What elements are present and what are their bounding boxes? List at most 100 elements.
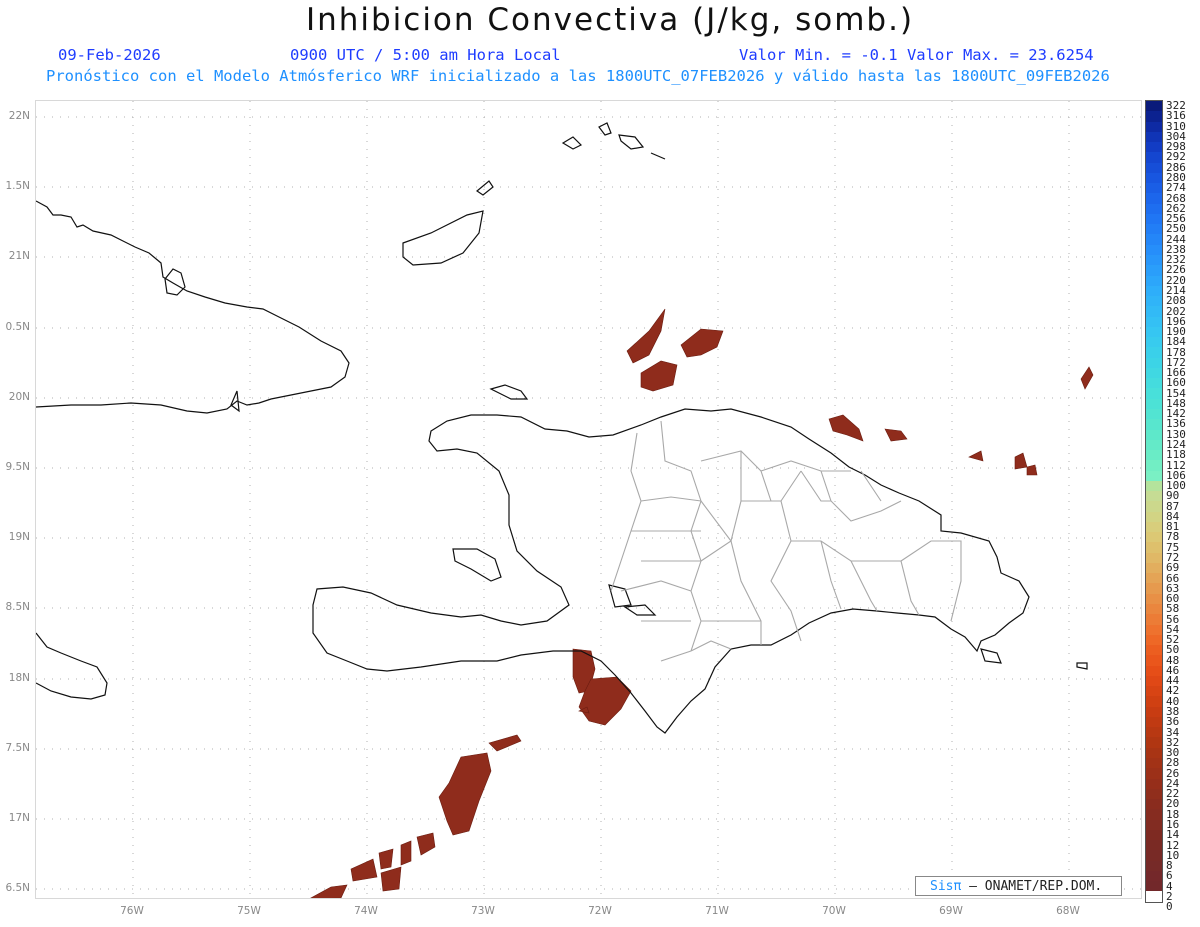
colorbar-label: 69 bbox=[1166, 561, 1180, 575]
colorbar-label: 54 bbox=[1166, 622, 1180, 636]
colorbar-label: 4 bbox=[1166, 879, 1173, 893]
colorbar-label: 52 bbox=[1166, 633, 1180, 647]
colorbar-label: 178 bbox=[1166, 345, 1186, 359]
colorbar-label: 268 bbox=[1166, 191, 1186, 205]
colorbar-label: 292 bbox=[1166, 150, 1186, 164]
lat-label: 18N bbox=[8, 672, 30, 684]
colorbar-label: 148 bbox=[1166, 396, 1186, 410]
colorbar-label: 46 bbox=[1166, 663, 1180, 677]
colorbar-swatch bbox=[1146, 234, 1162, 245]
colorbar-swatch bbox=[1146, 727, 1162, 738]
colorbar-swatch bbox=[1146, 819, 1162, 830]
colorbar-swatch bbox=[1146, 799, 1162, 810]
colorbar-swatch bbox=[1146, 542, 1162, 553]
colorbar-swatch bbox=[1146, 111, 1162, 122]
colorbar-label: 310 bbox=[1166, 119, 1186, 133]
colorbar-swatch bbox=[1146, 788, 1162, 800]
colorbar-label: 136 bbox=[1166, 417, 1186, 431]
colorbar-swatch bbox=[1146, 419, 1162, 430]
colorbar-label: 26 bbox=[1166, 766, 1180, 780]
colorbar-label: 208 bbox=[1166, 294, 1186, 308]
colorbar-swatch bbox=[1146, 870, 1162, 882]
colorbar-label: 75 bbox=[1166, 540, 1180, 554]
min-max-values: Valor Min. = -0.1 Valor Max. = 23.6254 bbox=[739, 46, 1094, 64]
colorbar-swatch bbox=[1146, 316, 1162, 327]
colorbar-label: 32 bbox=[1166, 735, 1180, 749]
colorbar-swatch bbox=[1146, 460, 1162, 471]
colorbar-swatch bbox=[1146, 244, 1162, 255]
colorbar-swatch bbox=[1146, 439, 1162, 451]
colorbar-label: 220 bbox=[1166, 273, 1186, 287]
lat-label: 20N bbox=[8, 391, 30, 403]
colorbar-swatch bbox=[1146, 604, 1162, 615]
colorbar-label: 44 bbox=[1166, 674, 1180, 688]
colorbar-swatch bbox=[1146, 829, 1162, 841]
colorbar-swatch bbox=[1146, 131, 1162, 143]
colorbar-label: 66 bbox=[1166, 571, 1180, 585]
colorbar-label: 20 bbox=[1166, 797, 1180, 811]
lat-label: 6.5N bbox=[5, 882, 30, 894]
colorbar-label: 322 bbox=[1166, 99, 1186, 113]
colorbar-swatch bbox=[1146, 686, 1162, 697]
colorbar-label: 112 bbox=[1166, 458, 1186, 472]
colorbar-label: 87 bbox=[1166, 499, 1180, 513]
colorbar-swatch bbox=[1146, 778, 1162, 789]
colorbar-swatch bbox=[1146, 172, 1162, 184]
colorbar-swatch bbox=[1146, 809, 1162, 820]
colorbar-swatch bbox=[1146, 716, 1162, 728]
lat-label: 0.5N bbox=[5, 321, 30, 333]
colorbar-label: 274 bbox=[1166, 181, 1186, 195]
lat-label: 8.5N bbox=[5, 601, 30, 613]
colorbar-swatch bbox=[1146, 326, 1162, 338]
colorbar-label: 30 bbox=[1166, 746, 1180, 760]
colorbar-label: 130 bbox=[1166, 427, 1186, 441]
colorbar-label: 238 bbox=[1166, 242, 1186, 256]
colorbar-swatch bbox=[1146, 593, 1162, 605]
colorbar-label: 22 bbox=[1166, 787, 1180, 801]
colorbar-label: 226 bbox=[1166, 263, 1186, 277]
lat-label: 22N bbox=[8, 110, 30, 122]
colorbar-label: 84 bbox=[1166, 509, 1180, 523]
colorbar-swatch bbox=[1146, 737, 1162, 748]
colorbar-swatch bbox=[1146, 634, 1162, 646]
colorbar-label: 6 bbox=[1166, 869, 1173, 883]
lat-label: 19N bbox=[8, 531, 30, 543]
colorbar-label: 38 bbox=[1166, 705, 1180, 719]
cin-shading bbox=[310, 308, 1094, 898]
sispi-logo: Sisπ bbox=[930, 879, 962, 894]
colorbar-swatch bbox=[1146, 357, 1162, 368]
colorbar-label: 160 bbox=[1166, 376, 1186, 390]
colorbar-label: 166 bbox=[1166, 366, 1186, 380]
colorbar-label: 262 bbox=[1166, 201, 1186, 215]
colorbar-swatch bbox=[1146, 367, 1162, 379]
lon-label: 72W bbox=[588, 905, 612, 917]
valid-time: 0900 UTC / 5:00 am Hora Local bbox=[290, 46, 561, 64]
colorbar-swatch bbox=[1146, 450, 1162, 461]
colorbar-label: 298 bbox=[1166, 140, 1186, 154]
colorbar-swatch bbox=[1146, 891, 1162, 902]
colorbar-swatch bbox=[1146, 388, 1162, 399]
colorbar-label: 60 bbox=[1166, 592, 1180, 606]
colorbar-swatch bbox=[1146, 655, 1162, 666]
lon-label: 76W bbox=[120, 905, 144, 917]
province-boundaries bbox=[610, 420, 962, 662]
colorbar-swatch bbox=[1146, 747, 1162, 758]
colorbar-swatch bbox=[1146, 521, 1162, 533]
colorbar-label: 72 bbox=[1166, 550, 1180, 564]
lat-lon-grid bbox=[36, 101, 1141, 898]
lon-label: 69W bbox=[939, 905, 963, 917]
colorbar-label: 48 bbox=[1166, 653, 1180, 667]
colorbar-label: 58 bbox=[1166, 602, 1180, 616]
colorbar-swatch bbox=[1146, 696, 1162, 707]
lat-label: 7.5N bbox=[5, 742, 30, 754]
colorbar-label: 8 bbox=[1166, 859, 1173, 873]
colorbar-swatch bbox=[1146, 408, 1162, 420]
colorbar-label: 63 bbox=[1166, 581, 1180, 595]
colorbar-swatch bbox=[1146, 645, 1162, 656]
colorbar-swatch bbox=[1146, 306, 1162, 317]
colorbar-label: 184 bbox=[1166, 335, 1186, 349]
colorbar-label: 78 bbox=[1166, 530, 1180, 544]
colorbar-label: 56 bbox=[1166, 612, 1180, 626]
colorbar-swatch bbox=[1146, 213, 1162, 225]
lat-label: 17N bbox=[8, 812, 30, 824]
